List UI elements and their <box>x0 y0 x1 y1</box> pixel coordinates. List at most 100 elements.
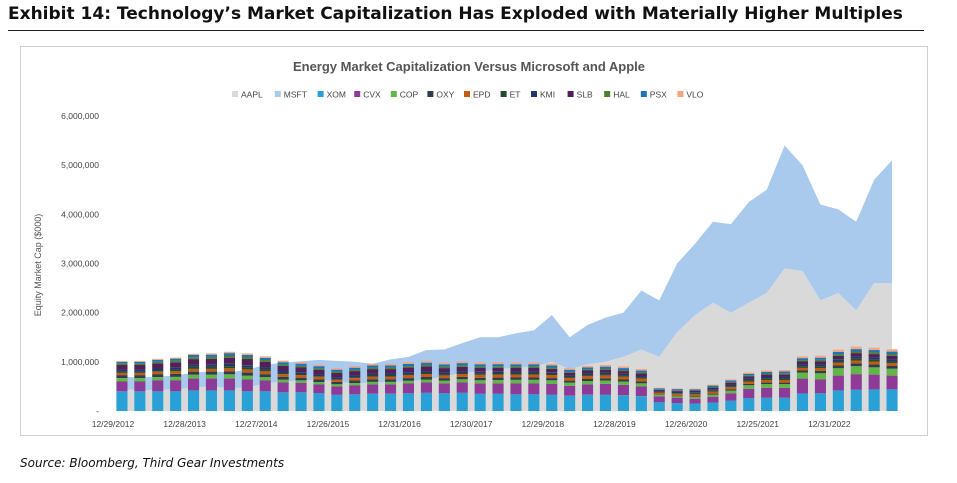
bar-kmi <box>564 375 576 377</box>
bar-xom <box>761 397 773 411</box>
bar-cvx <box>331 386 343 395</box>
bar-cvx <box>152 380 164 392</box>
bar-hal <box>689 390 701 391</box>
bar-hal <box>277 364 289 366</box>
bar-slb <box>725 382 737 385</box>
bar-kmi <box>402 372 414 375</box>
bar-vlo <box>617 366 629 369</box>
bar-vlo <box>205 353 217 355</box>
bar-cop <box>689 397 701 399</box>
bar-cvx <box>456 382 468 393</box>
bar-et <box>456 372 468 374</box>
bar-kmi <box>367 373 379 376</box>
legend-swatch-slb <box>567 91 574 97</box>
bar-xom <box>779 397 791 411</box>
bar-psx <box>725 380 737 382</box>
bar-vlo <box>546 363 558 366</box>
bar-vlo <box>170 357 182 359</box>
bar-et <box>420 373 432 375</box>
bar-slb <box>313 369 325 375</box>
bar-cvx <box>564 385 576 396</box>
bar-vlo <box>725 379 737 381</box>
bar-psx <box>331 369 343 372</box>
bar-cvx <box>617 384 629 396</box>
bar-oxy <box>349 380 361 383</box>
bar-hal <box>635 372 647 374</box>
bar-psx <box>295 363 307 366</box>
bar-kmi <box>617 373 629 376</box>
bar-et <box>349 377 361 378</box>
bar-slb <box>653 389 665 391</box>
legend-label-kmi: KMI <box>540 90 555 100</box>
bar-cvx <box>599 384 611 395</box>
bar-psx <box>385 365 397 368</box>
x-tick-label: 12/27/2014 <box>235 419 278 429</box>
bar-slb <box>761 374 773 377</box>
bar-slb <box>886 355 898 360</box>
bar-vlo <box>349 366 361 368</box>
legend-label-et: ET <box>510 90 521 100</box>
bar-kmi <box>223 363 235 366</box>
bar-kmi <box>188 364 200 367</box>
legend-swatch-xom <box>317 91 324 97</box>
bar-vlo <box>152 358 164 360</box>
bar-slb <box>546 368 558 373</box>
bar-vlo <box>116 360 128 362</box>
bar-cvx <box>743 388 755 399</box>
bar-cvx <box>671 397 683 404</box>
bar-oxy <box>725 389 737 391</box>
y-tick-label: 3,000,000 <box>61 259 99 269</box>
area-series <box>122 145 892 411</box>
bar-epd <box>510 374 522 378</box>
bar-et <box>170 369 182 372</box>
bar-epd <box>277 374 289 377</box>
bar-oxy <box>116 375 128 378</box>
bar-slb <box>582 370 594 374</box>
bar-kmi <box>635 375 647 378</box>
bar-xom <box>868 389 880 411</box>
bar-et <box>761 378 773 381</box>
legend-label-xom: XOM <box>327 90 346 100</box>
bar-hal <box>456 365 468 367</box>
bar-cvx <box>546 384 558 395</box>
legend-label-vlo: VLO <box>686 90 703 100</box>
bar-cvx <box>277 382 289 393</box>
bar-slb <box>689 391 701 393</box>
bar-kmi <box>134 369 146 372</box>
bar-cvx <box>259 380 271 392</box>
bar-psx <box>116 361 128 364</box>
bar-vlo <box>761 370 773 372</box>
bar-kmi <box>438 372 450 375</box>
bar-hal <box>223 355 235 358</box>
bar-oxy <box>582 378 594 381</box>
bar-et <box>707 390 719 392</box>
bar-epd <box>635 378 647 382</box>
bar-oxy <box>331 381 343 385</box>
bar-kmi <box>850 356 862 359</box>
bar-cvx <box>313 384 325 394</box>
bar-slb <box>367 369 379 374</box>
bar-psx <box>152 359 164 362</box>
bar-vlo <box>277 360 289 363</box>
bar-oxy <box>832 365 844 369</box>
bar-oxy <box>850 363 862 367</box>
bar-epd <box>671 393 683 396</box>
bar-hal <box>152 361 164 364</box>
bar-vlo <box>814 355 826 358</box>
bar-slb <box>420 366 432 372</box>
bar-xom <box>850 389 862 411</box>
bar-xom <box>617 395 629 411</box>
legend-label-slb: SLB <box>577 90 593 100</box>
bar-vlo <box>456 361 468 364</box>
bar-cop <box>116 378 128 382</box>
bar-xom <box>671 403 683 411</box>
bar-hal <box>582 369 594 371</box>
bar-xom <box>725 400 737 411</box>
bar-oxy <box>510 377 522 380</box>
bar-et <box>259 369 271 372</box>
bar-epd <box>223 368 235 372</box>
bar-cop <box>599 380 611 384</box>
bar-xom <box>170 391 182 411</box>
bar-cop <box>259 377 271 381</box>
bar-cvx <box>241 379 253 392</box>
